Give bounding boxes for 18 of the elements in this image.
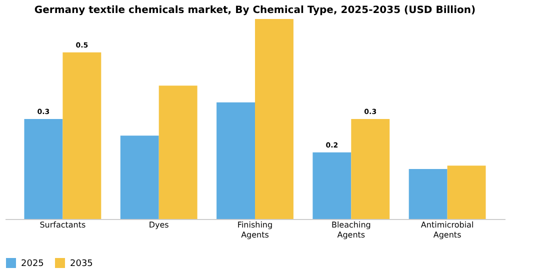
chart-title: Germany textile chemicals market, By Chemical Type, 2025-2035 (USD Billion) xyxy=(34,5,476,16)
legend-label: 2025 xyxy=(21,259,44,269)
bar xyxy=(120,136,159,219)
x-tick-label: Antimicrobial Agents xyxy=(420,220,474,240)
x-tick-label: Finishing Agents xyxy=(237,220,273,240)
bar xyxy=(62,52,102,219)
bar xyxy=(447,166,486,219)
bar xyxy=(351,119,390,219)
bar xyxy=(408,169,448,219)
bar xyxy=(312,152,352,219)
x-tick-label: Surfactants xyxy=(40,220,86,230)
bar xyxy=(24,119,63,219)
bar xyxy=(216,102,255,219)
legend-label: 2035 xyxy=(70,259,93,269)
x-tick-label: Bleaching Agents xyxy=(331,220,371,240)
bar xyxy=(158,86,198,219)
x-tick-label: Dyes xyxy=(148,220,169,230)
bar xyxy=(255,19,294,219)
